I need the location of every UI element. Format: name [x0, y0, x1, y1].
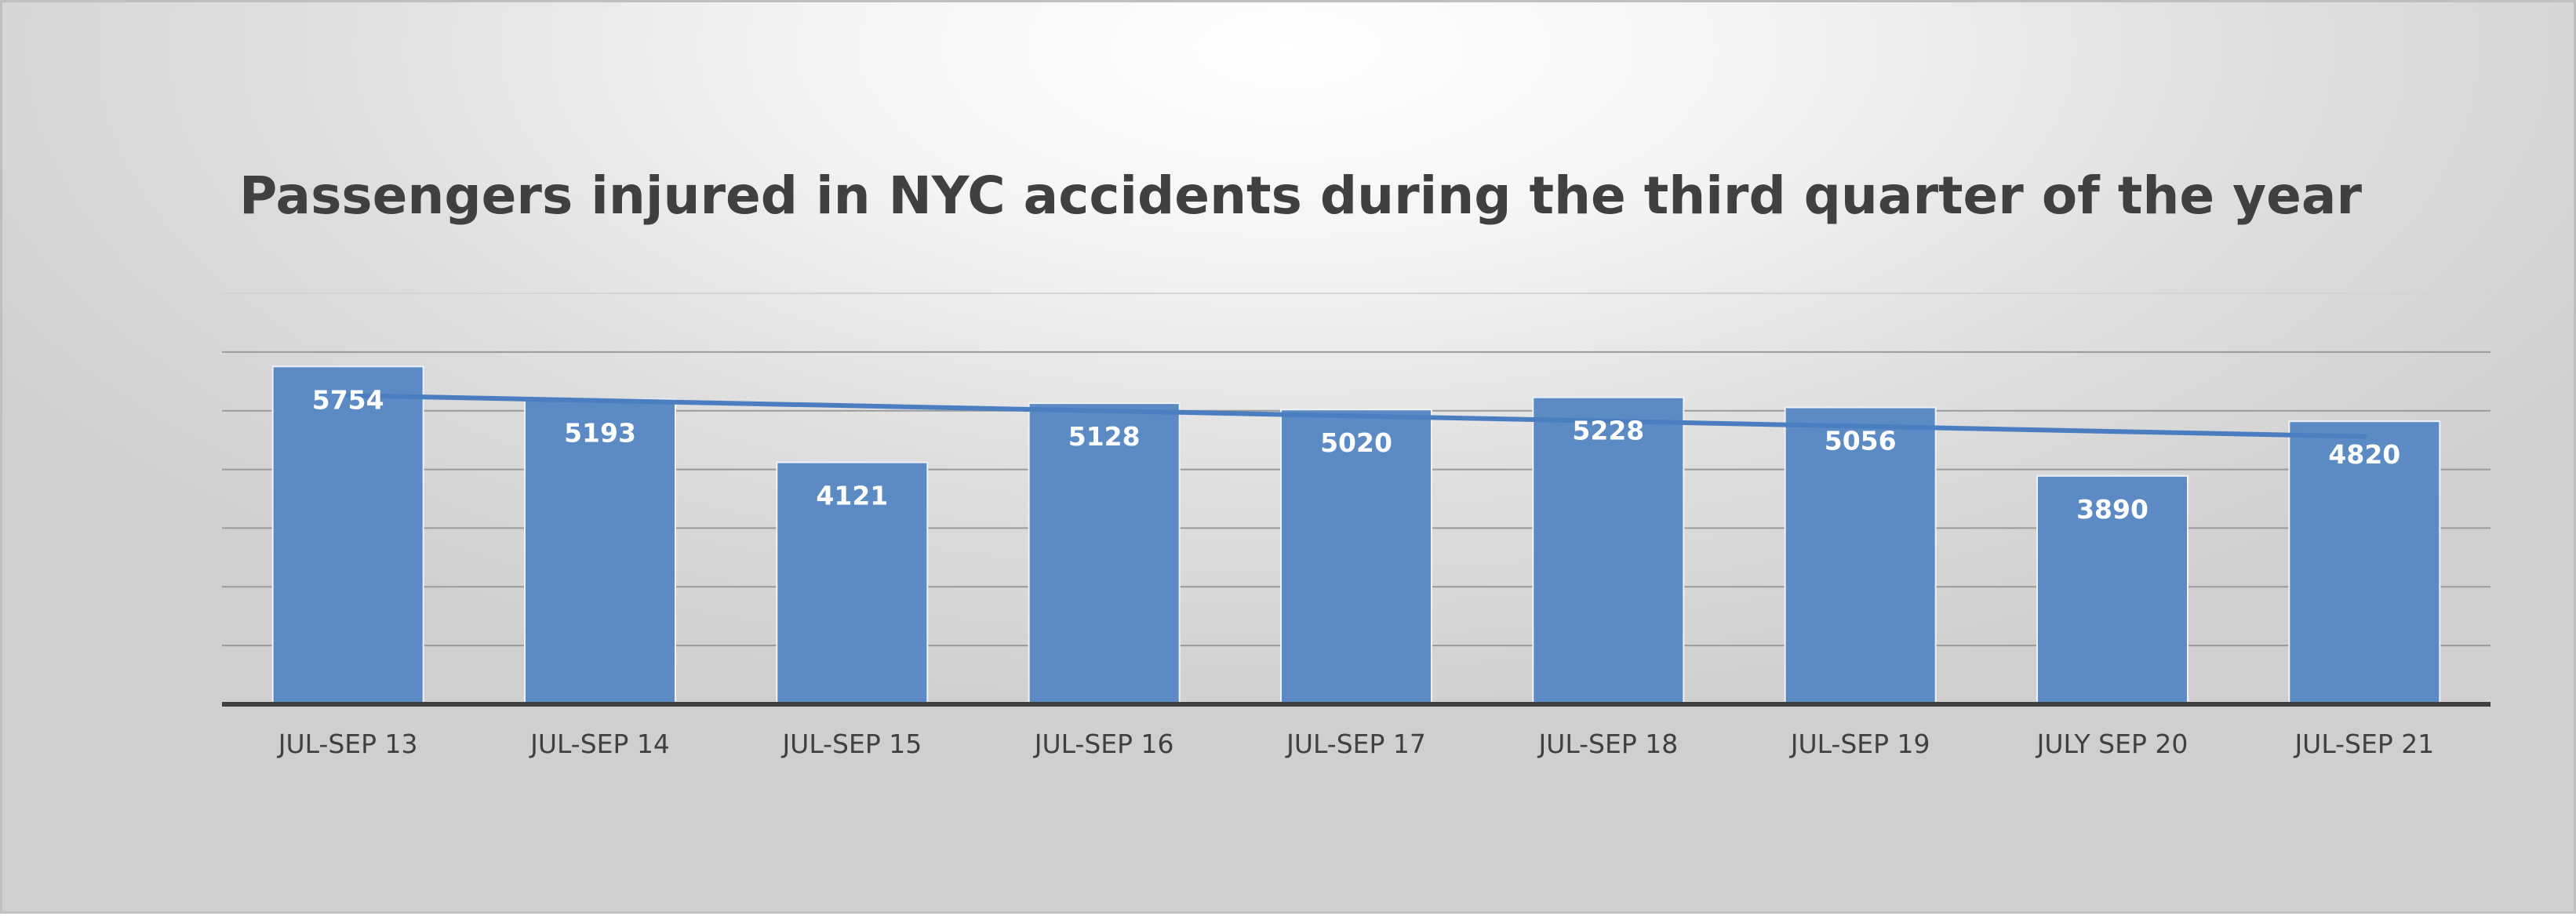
bar-value-label: 4121 [816, 481, 888, 511]
x-axis: JUL-SEP 13 JUL-SEP 14 JUL-SEP 15 JUL-SEP 16… [222, 702, 2490, 759]
bar-value-label: 5754 [312, 384, 384, 415]
x-tick-label: JUL-SEP 17 [1285, 729, 1426, 759]
bar [271, 365, 424, 705]
bar-value-label: 5193 [564, 417, 636, 448]
bar-value-label: 3890 [2076, 494, 2148, 525]
trendline-layer [345, 393, 2367, 439]
bar [1532, 396, 1685, 705]
trendline [345, 393, 2367, 439]
bar [1028, 402, 1181, 705]
bar-value-label: 5128 [1068, 421, 1141, 452]
data-labels: 5754 5193 4121 5128 5020 5228 5056 3890 4820 [312, 384, 2401, 525]
bar-value-label: 5228 [1572, 416, 1644, 446]
bar-value-label: 4820 [2328, 439, 2400, 470]
x-tick-label: JUL-SEP 19 [1789, 729, 1930, 759]
bar [2036, 474, 2189, 705]
chart-title: Passengers injured in NYC accidents duri… [238, 165, 2363, 226]
bars [271, 365, 2441, 706]
bar-value-label: 5020 [1320, 427, 1392, 458]
x-tick-label: JUL-SEP 21 [2293, 729, 2434, 759]
x-tick-label: JULY SEP 20 [2036, 729, 2189, 759]
x-tick-label: JUL-SEP 18 [1537, 729, 1678, 759]
bar [1280, 409, 1432, 706]
bar [524, 398, 676, 705]
x-tick-label: JUL-SEP 16 [1033, 729, 1174, 759]
bar [1784, 406, 1937, 705]
bar [2288, 420, 2441, 706]
bar-value-label: 5056 [1825, 426, 1897, 456]
x-tick-label: JUL-SEP 14 [529, 729, 670, 759]
x-tick-label: JUL-SEP 15 [780, 729, 922, 759]
x-tick-label: JUL-SEP 13 [277, 729, 418, 759]
